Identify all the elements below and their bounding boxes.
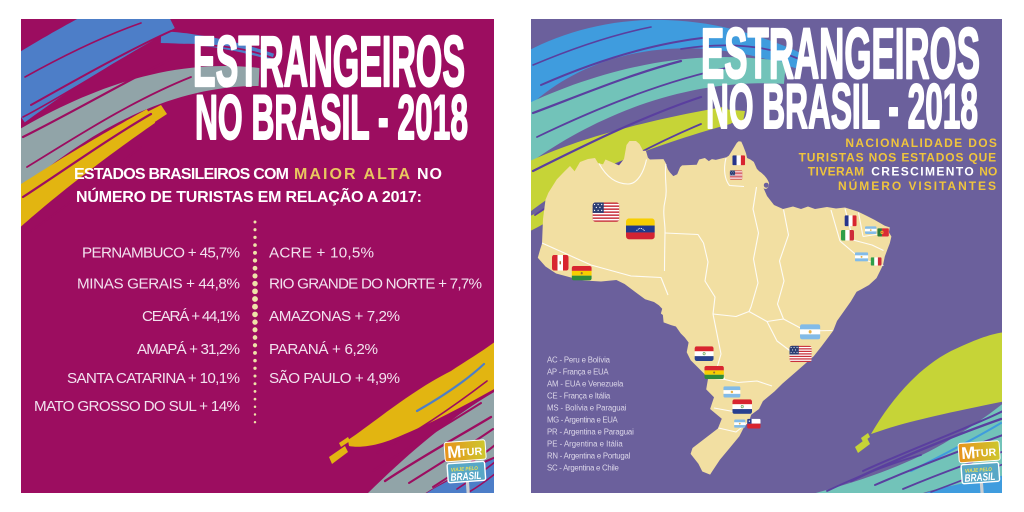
svg-text:TIVERAM: TIVERAM [808,165,864,179]
svg-text:RIO GRANDE DO NORTE + 7,7%: RIO GRANDE DO NORTE + 7,7% [269,275,482,292]
svg-text:NÚMERO DE TURISTAS EM RELAÇÃO: NÚMERO DE TURISTAS EM RELAÇÃO A 2017: [76,186,422,206]
svg-text:MINAS GERAIS + 44,8%: MINAS GERAIS + 44,8% [77,275,240,292]
svg-text:SÃO PAULO + 4,9%: SÃO PAULO + 4,9% [269,370,400,387]
svg-text:ESTADOS BRASILEIROS COM: ESTADOS BRASILEIROS COM [74,166,289,183]
svg-text:CE - França e Itália: CE - França e Itália [547,391,611,400]
svg-text:MS - Bolívia e Paraguai: MS - Bolívia e Paraguai [547,404,627,413]
svg-text:SANTA CATARINA + 10,1%: SANTA CATARINA + 10,1% [67,370,240,387]
svg-text:CEARÁ + 44,1%: CEARÁ + 44,1% [142,308,240,325]
svg-text:ESTRANGEIROS: ESTRANGEIROS [701,19,980,94]
svg-text:SC - Argentina e Chile: SC - Argentina e Chile [547,464,619,473]
svg-text:AM - EUA e Venezuela: AM - EUA e Venezuela [547,379,624,388]
svg-text:PERNAMBUCO + 45,7%: PERNAMBUCO + 45,7% [82,244,240,261]
svg-text:RN - Argentina e Portugal: RN - Argentina e Portugal [547,452,631,461]
svg-text:ESTRANGEIROS: ESTRANGEIROS [193,23,465,102]
svg-text:ACRE + 10,5%: ACRE + 10,5% [269,244,374,261]
svg-text:NO BRASIL - 2018: NO BRASIL - 2018 [706,72,978,142]
svg-text:TURISTAS NOS ESTADOS QUE: TURISTAS NOS ESTADOS QUE [799,150,997,164]
svg-text:AC - Peru e Bolívia: AC - Peru e Bolívia [547,355,611,364]
svg-text:MATO GROSSO DO SUL + 14%: MATO GROSSO DO SUL + 14% [34,398,240,415]
svg-text:AMAZONAS + 7,2%: AMAZONAS + 7,2% [269,308,400,325]
svg-text:NO: NO [417,166,442,183]
svg-text:NO: NO [979,165,997,179]
svg-text:PR - Argentina e Paraguai: PR - Argentina e Paraguai [547,428,634,437]
svg-text:MG - Argentina e EUA: MG - Argentina e EUA [547,416,618,425]
svg-text:AP - França e EUA: AP - França e EUA [547,367,609,376]
svg-text:CRESCIMENTO: CRESCIMENTO [871,165,974,179]
svg-text:PARANÁ + 6,2%: PARANÁ + 6,2% [269,341,378,358]
svg-text:PE - Argentina e Itália: PE - Argentina e Itália [547,440,623,449]
svg-text:MAIOR ALTA: MAIOR ALTA [294,166,410,183]
svg-text:NACIONALIDADE DOS: NACIONALIDADE DOS [845,136,997,150]
svg-text:NO BRASIL - 2018: NO BRASIL - 2018 [195,83,468,153]
svg-text:AMAPÁ + 31,2%: AMAPÁ + 31,2% [137,341,240,358]
